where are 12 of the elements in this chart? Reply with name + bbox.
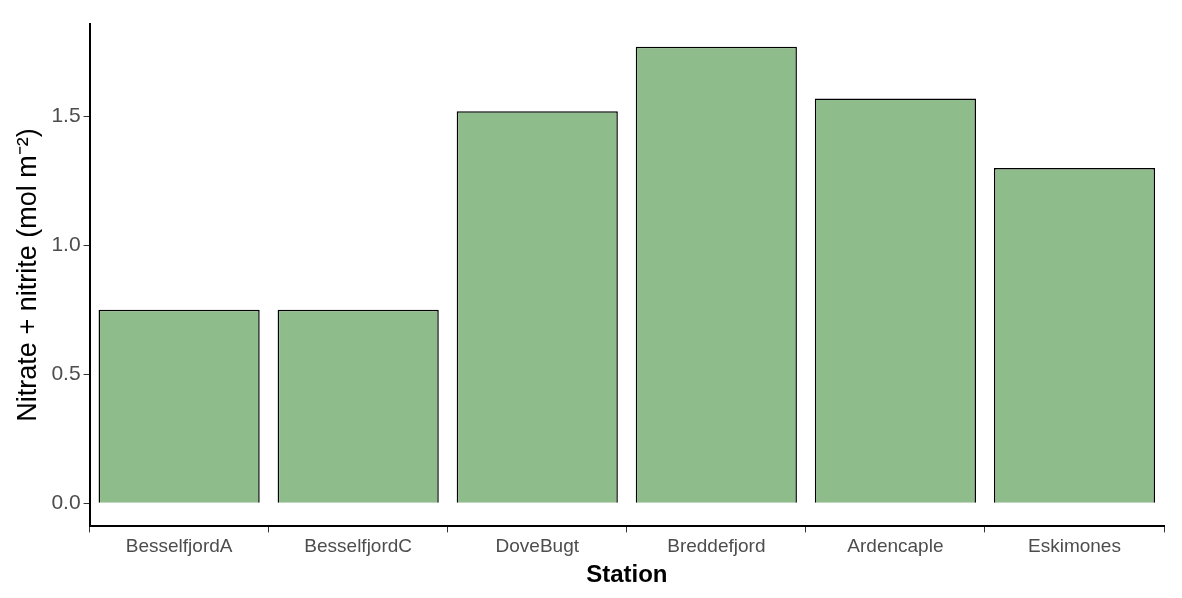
x-tick-label: BesselfjordA	[125, 535, 233, 557]
x-tick-label: Eskimones	[1028, 535, 1121, 557]
x-tick-label: DoveBugt	[495, 535, 580, 557]
y-tick-label: 1.0	[51, 232, 81, 256]
y-tick-label: 0.0	[51, 489, 81, 513]
x-tick-label: Ardencaple	[847, 535, 944, 557]
x-axis-title: Station	[586, 560, 668, 588]
y-tick-label: 0.5	[51, 361, 81, 385]
y-tick-label: 1.5	[51, 103, 81, 127]
x-tick-label: Breddefjord	[667, 535, 766, 557]
x-tick-label: BesselfjordC	[304, 535, 413, 557]
y-axis-title: Nitrate + nitrite (mol m⁻²)	[11, 128, 42, 422]
